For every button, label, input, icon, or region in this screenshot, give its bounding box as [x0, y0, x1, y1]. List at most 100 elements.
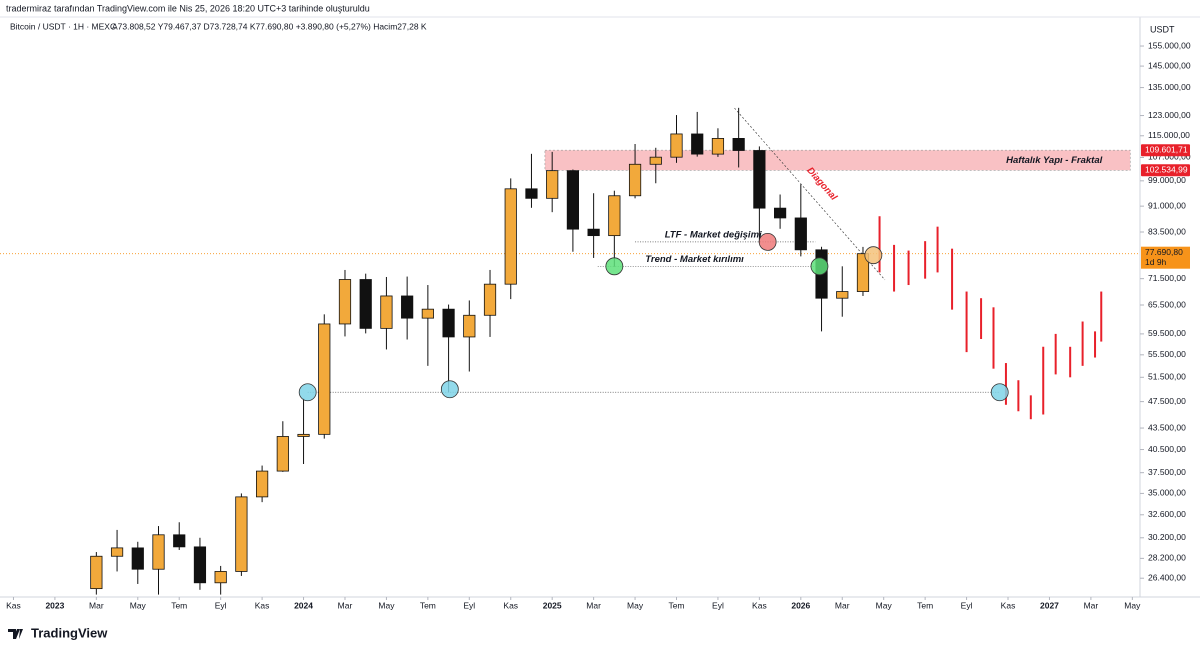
y-tick-label: 83.500,00 [1148, 226, 1186, 236]
candle-body [753, 150, 766, 209]
x-tick-label: Kas [503, 600, 518, 610]
x-tick-label: May [130, 600, 147, 610]
x-tick-label: Mar [89, 600, 104, 610]
candle-body [193, 546, 207, 584]
x-tick-label: Kas [6, 600, 21, 610]
countdown-label: 1d 9h [1145, 257, 1167, 267]
level-label: Trend - Market kırılımı [645, 254, 744, 265]
candle-body [649, 156, 662, 165]
y-tick-label: 43.500,00 [1148, 422, 1186, 432]
x-tick-label: Mar [835, 600, 850, 610]
currency: USDT [1150, 24, 1175, 34]
candle-body [421, 308, 434, 319]
ohlc: A73.808,52 Y79.467,37 D73.728,74 K77.690… [112, 21, 427, 31]
marker [298, 383, 317, 402]
candle-body [504, 188, 517, 285]
candle-body [774, 207, 787, 219]
x-tick-label: 2024 [294, 600, 313, 610]
candle-body [794, 217, 807, 251]
zone-price-label: 109.601,71 [1145, 144, 1188, 154]
candle-body [152, 534, 165, 570]
x-tick-label: Mar [1084, 600, 1099, 610]
y-tick-label: 59.500,00 [1148, 328, 1186, 338]
y-tick-label: 65.500,00 [1148, 299, 1186, 309]
y-tick-label: 123.000,00 [1148, 110, 1191, 120]
candle-body [628, 163, 642, 197]
candle-body [338, 279, 352, 325]
y-tick-label: 107.000,00 [1148, 152, 1191, 162]
candle-body [256, 470, 269, 498]
x-tick-label: Eyl [215, 600, 227, 610]
candle-body [359, 279, 372, 329]
y-tick-label: 35.000,00 [1148, 488, 1186, 498]
x-tick-label: Eyl [961, 600, 973, 610]
candle-body [401, 295, 414, 319]
marker [990, 383, 1009, 402]
y-tick-label: 71.500,00 [1148, 273, 1186, 283]
y-tick-label: 40.500,00 [1148, 444, 1186, 454]
x-tick-label: Tem [420, 600, 436, 610]
plot [0, 107, 1140, 595]
candle-body [836, 291, 849, 299]
candle-body [608, 195, 621, 237]
x-tick-label: Kas [752, 600, 767, 610]
marker [605, 257, 624, 276]
y-tick-label: 47.500,00 [1148, 396, 1186, 406]
marker [810, 257, 829, 276]
y-tick-label: 155.000,00 [1148, 40, 1191, 50]
marker [758, 232, 777, 251]
candle-body [442, 308, 455, 338]
candle-body [732, 138, 745, 151]
candle-body [856, 253, 870, 292]
candle-body [546, 170, 559, 199]
y-tick-label: 28.200,00 [1148, 553, 1186, 563]
x-tick-label: Tem [917, 600, 933, 610]
zone-price-tag [1141, 164, 1190, 177]
candle-body [131, 547, 144, 570]
x-tick-label: Mar [338, 600, 353, 610]
brand: TradingView [31, 625, 108, 640]
x-tick-label: Kas [1001, 600, 1016, 610]
candle-body [380, 295, 393, 329]
x-tick-label: Tem [171, 600, 187, 610]
candle-body [173, 534, 186, 548]
y-tick-label: 37.500,00 [1148, 467, 1186, 477]
candle-body [214, 571, 227, 584]
candle-body [587, 228, 600, 237]
candle-body [483, 283, 497, 316]
x-tick-label: Mar [586, 600, 601, 610]
last-price-tag [1141, 246, 1190, 269]
x-tick-label: Kas [255, 600, 270, 610]
x-tick-label: Tem [668, 600, 684, 610]
y-tick-label: 30.200,00 [1148, 532, 1186, 542]
candle-body [90, 555, 103, 590]
y-tick-label: 99.000,00 [1148, 175, 1186, 185]
x-tick-label: May [627, 600, 644, 610]
candle-body [670, 133, 683, 158]
candle-body [276, 436, 289, 472]
candle-body [691, 133, 704, 155]
candle-body [525, 188, 538, 199]
zone [544, 149, 1131, 171]
zone-price-label: 102.534,99 [1145, 165, 1188, 175]
x-tick-label: 2025 [543, 600, 562, 610]
y-tick-label: 26.400,00 [1148, 572, 1186, 582]
y-tick-label: 135.000,00 [1148, 82, 1191, 92]
x-tick-label: May [378, 600, 395, 610]
x-tick-label: May [876, 600, 893, 610]
candle-body [463, 314, 476, 338]
candle-body [235, 496, 248, 572]
x-tick-label: May [1124, 600, 1141, 610]
level-label: LTF - Market değişimi [665, 229, 762, 240]
candle-body [297, 433, 310, 437]
candle-body [318, 323, 331, 435]
logo: TradingView [8, 625, 108, 640]
y-tick-label: 32.600,00 [1148, 509, 1186, 519]
y-tick-label: 51.500,00 [1148, 372, 1186, 382]
x-tick-label: 2026 [791, 600, 810, 610]
logo-icon [8, 629, 23, 639]
marker [440, 380, 459, 399]
candle-body [110, 547, 124, 557]
